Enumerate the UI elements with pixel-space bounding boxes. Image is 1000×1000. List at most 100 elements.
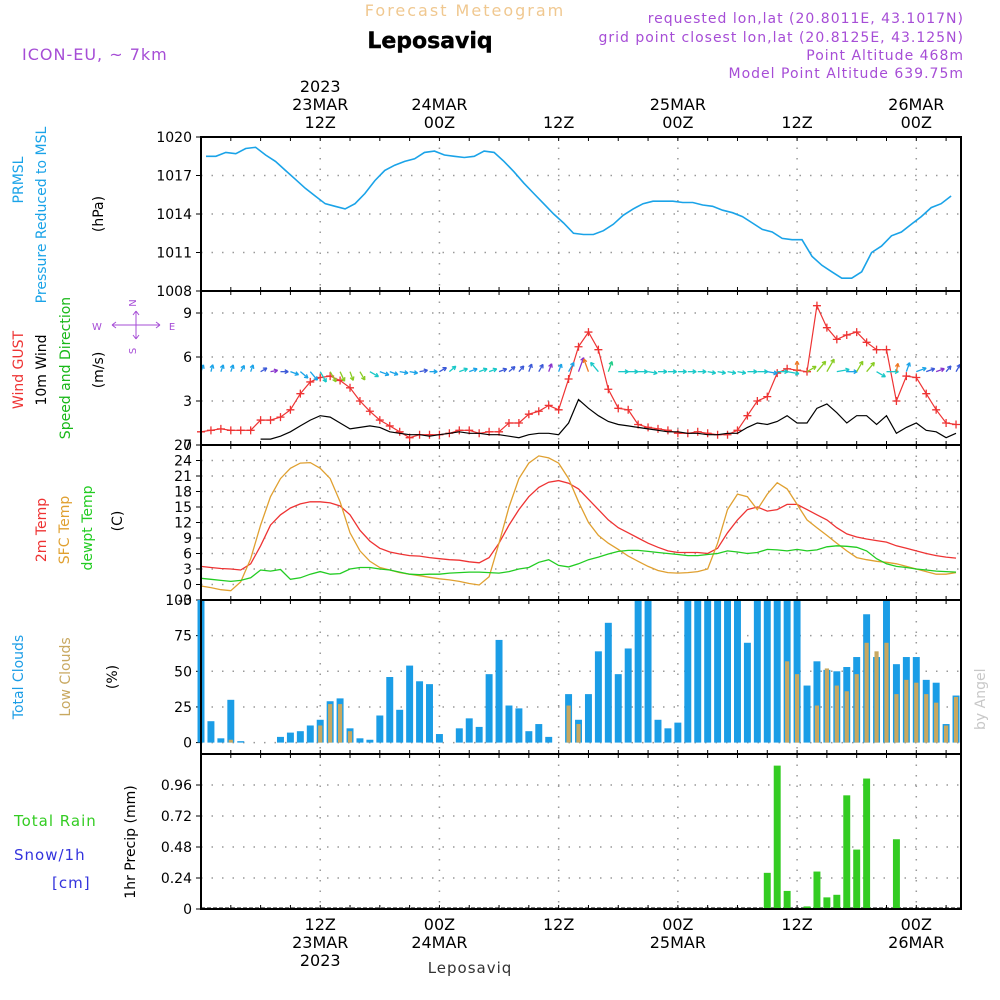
arrow-head [894, 362, 900, 368]
temp-2m-line [200, 479, 957, 571]
arrow-shaft [349, 371, 354, 381]
wind-gust-point [604, 385, 613, 394]
top-time-label: 12Z [781, 113, 812, 132]
panel-frame [200, 444, 962, 601]
pressure-label-long: Pressure Reduced to MSL [34, 126, 50, 303]
total-clouds-bar [306, 725, 314, 743]
wind-direction-arrow [747, 369, 758, 375]
bottom-time-label: 23MAR [292, 933, 348, 952]
y-tick-label: 0 [183, 578, 192, 594]
precip-bar [833, 894, 841, 909]
arrow-shaft [866, 362, 875, 373]
low-clouds-bar [844, 691, 849, 743]
arrow-head [393, 371, 399, 376]
temp-unit: (C) [110, 511, 126, 532]
total-clouds-bar [634, 600, 642, 743]
pressure-unit: (hPa) [91, 196, 107, 232]
wind-gust-point [922, 389, 931, 398]
arrow-head [262, 367, 268, 372]
arrow-head [463, 367, 468, 373]
y-tick-label: 1011 [156, 246, 192, 262]
top-time-label: 26MAR [888, 95, 944, 114]
y-tick-label: 3 [183, 394, 192, 410]
arrow-head [845, 367, 850, 373]
arrow-head [403, 370, 409, 376]
arrow-shaft [319, 371, 327, 383]
precip-bar [783, 890, 791, 909]
total-clouds-bar [604, 622, 612, 743]
wind-gust-point [455, 426, 464, 435]
arrow-head [672, 369, 677, 375]
arrow-head [812, 365, 817, 371]
arrow-shaft [478, 368, 488, 373]
wind-direction-arrow [419, 368, 428, 374]
wind-speed-line [260, 398, 957, 440]
y-tick-label: 27 [174, 438, 192, 454]
arrow-head [510, 366, 516, 371]
wind-gust-point [872, 345, 881, 354]
bottom-time-label: 12Z [543, 915, 574, 934]
arrow-head [219, 364, 225, 369]
wind-direction-arrow [459, 367, 468, 373]
total-clouds-bar [694, 600, 702, 743]
wind-direction-arrow [687, 369, 697, 375]
arrow-shaft [647, 371, 658, 374]
total-clouds-bar [614, 674, 622, 743]
wind-gust-point [514, 419, 523, 427]
wind-gust-point [842, 331, 851, 339]
wind-direction-arrow [876, 371, 886, 378]
wind-speed-direction-label: Speed and Direction [58, 297, 74, 439]
arrow-shaft [389, 371, 399, 376]
wind-direction-arrow [905, 362, 911, 372]
arrow-shaft [299, 371, 309, 379]
wind-gust-point [375, 416, 384, 425]
total-clouds-bar [227, 699, 235, 743]
arrow-head [240, 364, 245, 370]
wind-direction-arrow [582, 358, 590, 372]
y-tick-label: 18 [174, 485, 192, 501]
low-clouds-bar [328, 704, 333, 743]
arrow-head [858, 360, 864, 366]
wind-direction-arrow [638, 369, 649, 375]
wind-direction-arrow [538, 363, 544, 372]
arrow-head [773, 370, 778, 376]
precip-bar [763, 872, 771, 909]
arrow-shaft [469, 368, 478, 373]
arrow-head [682, 369, 687, 375]
low-clouds-bar [953, 696, 959, 743]
wind-direction-arrow [628, 369, 639, 375]
y-tick-label: 0.96 [161, 778, 192, 794]
wind-gust-point [852, 328, 861, 337]
arrow-head [830, 358, 835, 364]
arrow-head [423, 368, 428, 374]
wind-gust-point [256, 416, 265, 425]
arrow-shaft [590, 362, 599, 373]
wind-direction-arrow [478, 367, 488, 373]
bottom-time-label: 00Z [901, 915, 932, 934]
plot-panels: 100810111014101710200369-303691215182124… [11, 77, 962, 970]
y-tick-label: 3 [183, 562, 192, 578]
wind-gust-point [743, 411, 752, 420]
wind-gust-point [902, 372, 911, 381]
top-year-label: 2023 [300, 77, 341, 96]
wind-direction-arrow [697, 369, 707, 375]
arrow-shaft [905, 362, 911, 372]
low-clouds-bar [874, 651, 879, 743]
total-clouds-bar [525, 731, 533, 743]
arrow-shaft [548, 363, 553, 372]
wind-gust-point [226, 426, 235, 435]
bottom-time-label: 00Z [662, 915, 693, 934]
compass-west: W [92, 322, 102, 333]
total-clouds-bar [376, 715, 384, 743]
wind-gust-point [346, 383, 355, 392]
wind-gust-point [832, 335, 841, 344]
wind-direction-arrow [359, 371, 366, 381]
wind-gust-point [306, 377, 315, 386]
wind-direction-arrow [209, 364, 215, 372]
wind-gust-point [822, 323, 831, 332]
wind-gust-point [594, 345, 603, 354]
low-clouds-label: Low Clouds [58, 637, 74, 716]
y-tick-label: 9 [183, 531, 192, 547]
arrow-shaft [538, 364, 544, 372]
arrow-shaft [329, 371, 337, 383]
